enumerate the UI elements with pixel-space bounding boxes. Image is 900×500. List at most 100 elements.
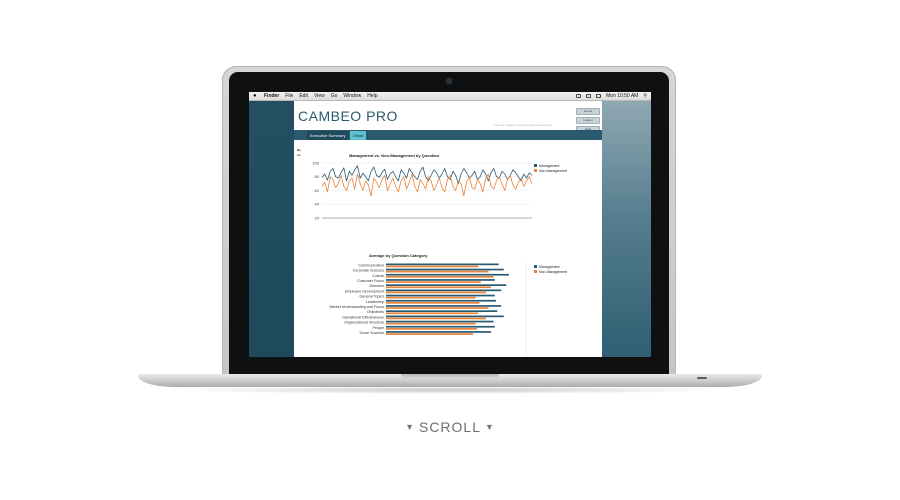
battery-icon[interactable] xyxy=(596,94,602,98)
management-bar xyxy=(386,273,509,276)
menu-edit[interactable]: Edit xyxy=(299,93,308,99)
app-title: CAMBEO PRO xyxy=(298,108,398,124)
category-label: Market Understanding and Focus xyxy=(329,305,384,309)
legend-item: Management xyxy=(534,163,567,168)
y-tick-label: 60 xyxy=(315,188,320,193)
management-bar xyxy=(386,310,498,312)
management-series-line xyxy=(321,165,533,185)
menubar-clock[interactable]: Mon 10:50 AM xyxy=(606,93,639,99)
line-chart-title: Management vs. Non-Management by Questio… xyxy=(349,153,440,158)
home-button[interactable]: Home xyxy=(576,108,600,115)
category-label: Operational Effectiveness xyxy=(342,315,384,319)
y-tick-label: 20 xyxy=(315,215,320,220)
non-management-bar xyxy=(386,333,474,335)
non-management-bar xyxy=(386,291,486,294)
right-panel xyxy=(602,101,651,357)
laptop-base xyxy=(138,374,762,387)
menu-window[interactable]: Window xyxy=(343,93,362,99)
category-label: Score Success xyxy=(359,331,384,335)
management-bar xyxy=(386,263,499,266)
management-bar xyxy=(386,294,495,297)
spotlight-icon[interactable]: ⚲ xyxy=(643,93,647,99)
management-bar xyxy=(386,315,504,318)
tab-bar: Executive Summary Detail xyxy=(294,130,602,140)
menu-file[interactable]: File xyxy=(285,93,294,99)
category-label: Leadership xyxy=(366,300,384,304)
non-management-bar xyxy=(386,281,481,283)
legend-swatch-management xyxy=(534,265,537,268)
scroll-indicator[interactable]: ▼ SCROLL ▼ xyxy=(0,419,900,435)
category-label: People xyxy=(373,326,384,330)
legend-item: Non-Management xyxy=(534,269,567,274)
menubar-status: Mon 10:50 AM ⚲ xyxy=(576,92,647,100)
legend-swatch-non-management xyxy=(534,169,537,172)
menu-finder[interactable]: Finder xyxy=(264,93,280,99)
non-management-bar xyxy=(386,307,489,309)
category-label: Corporate Success xyxy=(353,269,385,273)
management-bar xyxy=(386,289,502,292)
laptop-screen: ● Finder File Edit View Go Window Help M… xyxy=(249,92,651,357)
status-light xyxy=(697,377,707,379)
non-management-bar xyxy=(386,317,486,320)
management-bar xyxy=(386,325,495,328)
legend-label-management: Management xyxy=(539,264,560,269)
menu-view[interactable]: View xyxy=(313,93,325,99)
tab-executive-summary[interactable]: Executive Summary xyxy=(307,131,349,140)
line-chart-legend: Management Non-Management xyxy=(534,163,567,173)
y-tick-label: 100 xyxy=(312,160,319,165)
line-chart: 20 40 60 80 100 xyxy=(312,160,533,220)
non-management-bar xyxy=(386,328,477,330)
side-labels: By Av xyxy=(297,148,301,158)
legend-label-non-management: Non-Management xyxy=(539,269,568,274)
management-bar xyxy=(386,320,494,323)
category-label: Organizational Structure xyxy=(344,321,384,325)
legend-item: Non-Management xyxy=(534,168,567,173)
management-bar xyxy=(386,331,491,333)
non-management-bar xyxy=(386,302,480,304)
app-window: CAMBEO PRO You are logged in as frances@… xyxy=(294,101,602,357)
category-label: General Topics xyxy=(359,295,384,299)
webcam-icon xyxy=(446,78,452,84)
non-management-bar xyxy=(386,276,494,278)
non-management-bar xyxy=(386,270,489,273)
management-bar xyxy=(386,305,502,307)
bar-chart-title: Average by Question Category xyxy=(369,253,428,258)
non-management-bar xyxy=(386,286,491,289)
category-label: Employee Development xyxy=(345,289,384,293)
category-label: Culture xyxy=(372,274,384,278)
y-tick-label: 40 xyxy=(315,202,320,207)
side-label-av: Av xyxy=(297,153,301,157)
management-bar xyxy=(386,279,495,281)
logged-in-text: You are logged in as frances@cambeo.com xyxy=(494,123,553,127)
category-label: Communication xyxy=(358,263,384,267)
bar-chart-legend: Management Non-Management xyxy=(534,264,567,274)
legend-swatch-non-management xyxy=(534,270,537,273)
non-management-bar xyxy=(386,322,476,325)
category-label: Direction xyxy=(369,284,384,288)
y-tick-label: 80 xyxy=(315,174,320,179)
left-panel xyxy=(249,101,294,357)
menu-help[interactable]: Help xyxy=(367,93,378,99)
non-management-bar xyxy=(386,265,479,268)
menubar-menus: Finder File Edit View Go Window Help xyxy=(264,92,377,100)
volume-icon[interactable] xyxy=(586,94,592,98)
management-bar xyxy=(386,299,497,302)
scroll-down-icon: ▼ xyxy=(485,422,495,433)
tab-detail[interactable]: Detail xyxy=(350,131,367,140)
category-label: Customer Focus xyxy=(357,279,384,283)
legend-label-management: Management xyxy=(539,163,560,168)
laptop-hinge-notch xyxy=(401,374,499,379)
non-management-bar xyxy=(386,296,476,299)
legend-swatch-management xyxy=(534,164,537,167)
non-management-series-line xyxy=(321,173,533,197)
bar-chart: Communication Corporate SuccessCultureCus… xyxy=(329,261,527,356)
menu-go[interactable]: Go xyxy=(330,93,338,99)
wifi-icon[interactable] xyxy=(576,94,582,98)
category-label: Objectives xyxy=(367,310,384,314)
side-label-by: By xyxy=(297,148,301,152)
apple-icon[interactable]: ● xyxy=(253,93,257,99)
laptop-shadow xyxy=(170,386,730,394)
non-management-bar xyxy=(386,312,479,315)
legend-label-non-management: Non-Management xyxy=(539,168,568,173)
logout-button[interactable]: Logout xyxy=(576,117,600,124)
